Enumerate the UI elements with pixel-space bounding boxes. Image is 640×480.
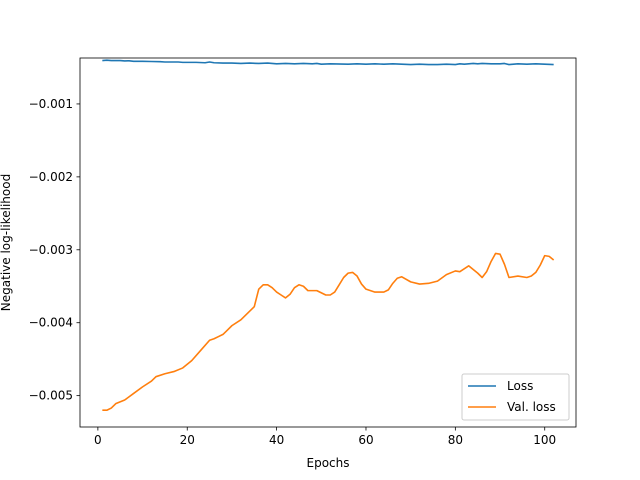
y-axis: −0.005 −0.004 −0.003 −0.002 −0.001 xyxy=(29,97,80,403)
series-line-loss xyxy=(102,59,554,66)
x-tick-label: 20 xyxy=(180,433,195,447)
y-tick-label: −0.002 xyxy=(29,170,73,184)
x-tick-label: 0 xyxy=(94,433,102,447)
series-line-val-loss xyxy=(102,252,555,412)
legend-label-val-loss: Val. loss xyxy=(507,400,556,414)
legend-label-loss: Loss xyxy=(507,379,533,393)
legend: Loss Val. loss xyxy=(461,373,570,421)
y-tick-label: −0.003 xyxy=(29,243,73,257)
x-tick-label: 100 xyxy=(533,433,556,447)
x-tick-label: 40 xyxy=(269,433,284,447)
y-axis-title: Negative log-likelihood xyxy=(0,174,13,311)
y-tick-label: −0.005 xyxy=(29,389,73,403)
x-axis: 0 20 40 60 80 100 xyxy=(94,427,556,447)
x-axis-title: Epochs xyxy=(307,456,350,470)
series-layer xyxy=(102,59,555,412)
y-tick-label: −0.001 xyxy=(29,97,73,111)
x-tick-label: 80 xyxy=(448,433,463,447)
plot-frame xyxy=(79,57,577,428)
plot-area xyxy=(80,58,576,427)
y-tick-label: −0.004 xyxy=(29,316,73,330)
x-tick-label: 60 xyxy=(358,433,373,447)
